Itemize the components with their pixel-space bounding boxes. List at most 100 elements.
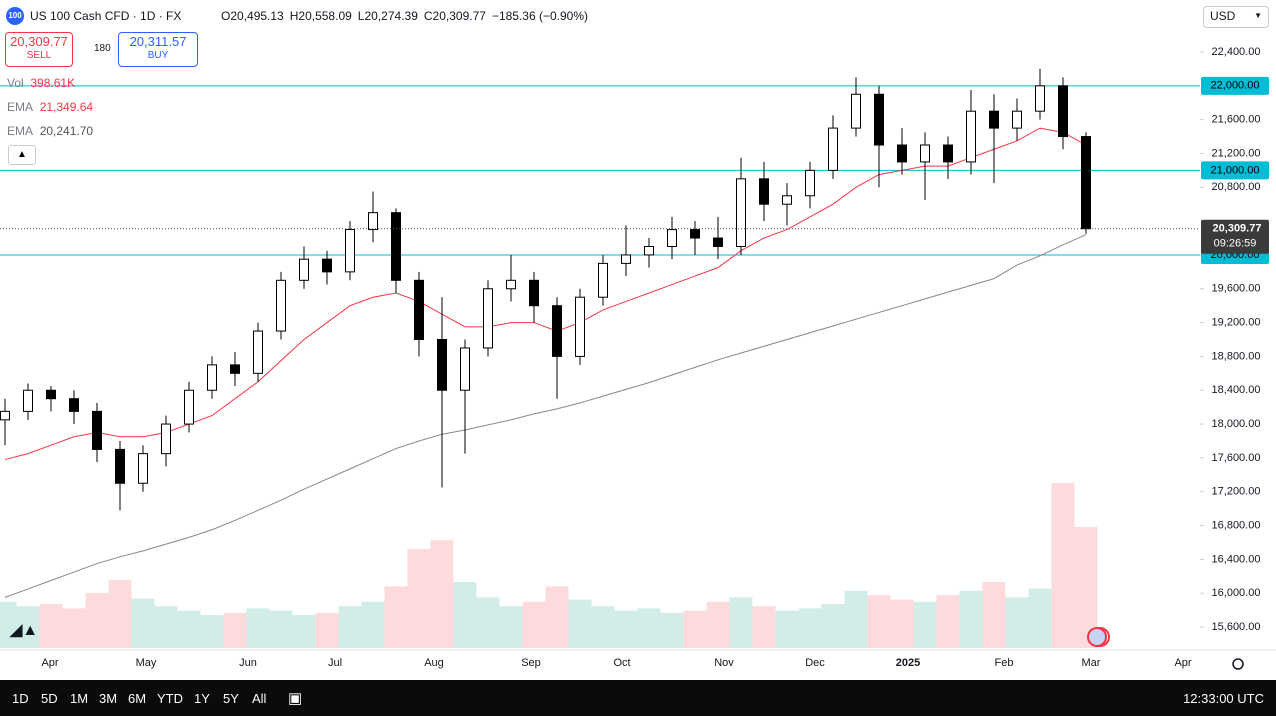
level-label: 20,000.00 <box>1211 249 1260 261</box>
level-label-bg <box>1201 161 1269 180</box>
volume-bar <box>177 610 201 648</box>
volume-bar <box>384 586 408 648</box>
buy-button[interactable]: 20,311.57 BUY <box>118 32 198 67</box>
settings-icon[interactable] <box>1232 658 1244 670</box>
indicator-value: 398.61K <box>30 76 76 90</box>
symbol-title[interactable]: US 100 Cash CFD · 1D · FX <box>30 9 182 23</box>
last-price-label: 20,309.77 <box>1213 223 1262 235</box>
range-button[interactable]: 6M <box>128 691 147 706</box>
countdown: 09:26:59 <box>1214 238 1257 250</box>
indicator-name: EMA <box>7 124 34 138</box>
candle-body <box>184 389 194 425</box>
last-price-bg <box>1201 219 1269 254</box>
volume-bar <box>522 601 546 648</box>
ohlc-key: L <box>357 9 365 23</box>
candle-body <box>621 254 631 264</box>
candle-body <box>138 453 148 484</box>
candle-body <box>46 389 56 400</box>
y-tick-label: 16,800.00 <box>1212 519 1261 531</box>
candle-body <box>782 195 792 205</box>
candle-body <box>690 229 700 239</box>
volume-bar <box>338 606 362 648</box>
candle-body <box>345 229 355 273</box>
candle-body <box>1035 85 1045 112</box>
candle-body <box>414 279 424 341</box>
event-flag <box>1087 627 1107 647</box>
volume-bar <box>131 598 155 648</box>
range-button[interactable]: 1D <box>12 691 29 706</box>
candle-body <box>115 448 125 484</box>
calendar-icon[interactable]: ▣ <box>288 690 303 707</box>
candle-body <box>161 423 171 455</box>
candle-body <box>759 178 769 205</box>
range-button[interactable]: 5Y <box>223 691 239 706</box>
volume-bar <box>568 599 592 648</box>
y-tick-label: 18,400.00 <box>1212 384 1261 396</box>
range-button[interactable]: 1Y <box>194 691 210 706</box>
volume-bar <box>637 608 661 648</box>
indicator-name: EMA <box>7 100 34 114</box>
y-tick-label: 17,200.00 <box>1212 486 1261 498</box>
ohlc-values: O20,495.13 H20,558.09 L20,274.39 C20,309.77… <box>221 9 588 23</box>
clock: 12:33:00 UTC <box>1183 691 1264 706</box>
candle-body <box>529 279 539 307</box>
volume-bar <box>200 615 224 648</box>
volume-bar <box>85 593 109 648</box>
candle-body <box>483 288 493 349</box>
x-tick-label: Feb <box>995 657 1014 669</box>
candle-body <box>966 110 976 163</box>
range-button[interactable]: All <box>252 691 267 706</box>
buy-price: 20,311.57 <box>129 34 187 49</box>
candle-body <box>989 110 999 129</box>
candle-body <box>943 144 953 163</box>
volume-bar <box>890 599 914 648</box>
candle-body <box>1058 85 1068 138</box>
volume-bar <box>430 540 454 648</box>
candle-body <box>253 330 263 374</box>
sell-button[interactable]: 20,309.77 SELL <box>5 32 73 67</box>
indicator-value: 20,241.70 <box>39 124 94 138</box>
y-tick-label: 17,600.00 <box>1212 452 1261 464</box>
volume-bar <box>913 601 937 648</box>
y-tick-label: 16,000.00 <box>1212 587 1261 599</box>
volume-bar <box>108 579 132 648</box>
y-tick-label: 15,600.00 <box>1212 621 1261 633</box>
volume-bar <box>1051 483 1075 648</box>
range-button[interactable]: 5D <box>41 691 58 706</box>
volume-bar <box>775 610 799 648</box>
currency-select[interactable]: USD ▼ <box>1203 6 1269 28</box>
volume-bar <box>453 582 477 648</box>
candle-body <box>276 279 286 332</box>
range-button[interactable]: YTD <box>157 691 183 706</box>
volume-bar <box>1028 588 1052 648</box>
symbol-logo: 100 <box>6 7 24 25</box>
currency: USD <box>1210 9 1236 23</box>
level-label-bg <box>1201 76 1269 95</box>
volume-bar <box>292 615 316 648</box>
candle-body <box>460 347 470 391</box>
volume-bar <box>545 586 569 648</box>
candle-body <box>828 127 838 171</box>
indicator: EMA 20,241.70 <box>7 124 93 138</box>
range-button[interactable]: 3M <box>99 691 118 706</box>
volume-bar <box>660 612 684 648</box>
x-tick-label: Jun <box>239 657 257 669</box>
bottom-toolbar: ▣ 12:33:00 UTC 1D 5D 1M 3M 6M YTD 1Y 5Y All <box>0 680 1276 716</box>
y-tick-label: 18,000.00 <box>1212 418 1261 430</box>
volume-bar <box>39 604 63 648</box>
candle-body <box>1081 136 1091 230</box>
candle-body <box>1012 110 1022 129</box>
range-button[interactable]: 1M <box>70 691 89 706</box>
volume-bar <box>752 606 776 648</box>
y-tick-label: 18,800.00 <box>1212 350 1261 362</box>
sell-label: SELL <box>26 50 52 61</box>
level-label: 21,000.00 <box>1211 164 1260 176</box>
candle-body <box>0 410 10 421</box>
y-tick-label: 21,200.00 <box>1212 147 1261 159</box>
y-tick-label: 19,600.00 <box>1212 283 1261 295</box>
volume-bar <box>936 595 960 648</box>
indicator: EMA 21,349.64 <box>7 100 93 114</box>
x-tick-label: May <box>136 657 157 669</box>
collapse-button[interactable]: ▲ <box>8 145 36 165</box>
